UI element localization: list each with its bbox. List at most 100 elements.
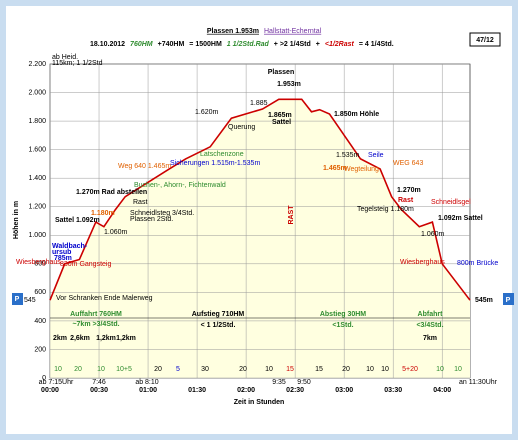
badge-box (469, 32, 501, 47)
segment-minutes: 10 (366, 366, 374, 373)
annotation: 1.850m Höhle (334, 111, 379, 118)
annotation: Tegelsteig 1.180m (357, 206, 414, 213)
area-fill (50, 99, 470, 379)
y-tick-label: 2.200 (28, 61, 46, 68)
annotation: 1.885 (250, 100, 268, 107)
segment-minutes: 15 (286, 366, 294, 373)
segment-minutes: 15 (315, 366, 323, 373)
distance-label: 1,2km (116, 335, 136, 342)
section-label: Auffahrt 760HM (70, 311, 122, 318)
annotation: Querung (228, 124, 255, 131)
segment-minutes: 5 (176, 366, 180, 373)
x-tick-label: 00:00 (41, 387, 59, 394)
annotation: Wegteilung (344, 166, 379, 173)
annotation: Latschenzone (200, 151, 244, 158)
time-label: 7:46 (92, 379, 106, 386)
annotation: 800m Brücke (457, 260, 498, 267)
segment-minutes: 5+20 (402, 366, 418, 373)
time-label: ab 8:10 (135, 379, 158, 386)
annotation: 1.535m (336, 152, 360, 159)
y-tick-label: 1.200 (28, 204, 46, 211)
annotation: ab Heid. (52, 54, 78, 61)
distance-label: 7km (423, 335, 437, 342)
time-label: an 11:30Uhr (459, 379, 498, 386)
segment-minutes: 10 (454, 366, 462, 373)
x-tick-label: 02:00 (237, 387, 255, 394)
annotation: Schneidlsgel (431, 199, 471, 206)
x-tick-label: 03:00 (335, 387, 353, 394)
annotation: 1.270m Rad abstellen (76, 189, 147, 196)
annotation: 545 (24, 297, 36, 304)
x-tick-label: 01:30 (188, 387, 206, 394)
annotation: ursub (52, 249, 71, 256)
x-tick-label: 01:00 (139, 387, 157, 394)
annotation: Sattel (272, 119, 291, 126)
segment-minutes: 20 (154, 366, 162, 373)
section-label: Abfahrt (418, 311, 444, 318)
section-label: Abstieg 30HM (320, 311, 366, 318)
section-label: <1Std. (332, 322, 353, 329)
annotation: Seile (368, 152, 384, 159)
profile-line (49, 98, 471, 301)
annotation: 1.060m (421, 231, 445, 238)
section-label: < 1 1/2Std. (201, 322, 236, 329)
distance-label: 2km (53, 335, 67, 342)
annotation: Sattel 1.092m (55, 217, 100, 224)
annotation: RAST (288, 205, 295, 225)
segment-minutes: 10 (381, 366, 389, 373)
segment-minutes: 20 (239, 366, 247, 373)
summary-part: = 1500HM (189, 41, 222, 48)
y-tick-label: 600 (34, 289, 46, 296)
annotation: 830m Gangsteig (60, 261, 111, 268)
annotation: Schneidlsteg 3/4Std. (130, 210, 194, 217)
annotation: Wiesberghaus (16, 259, 61, 266)
annotation: Plassen 2Std. (130, 216, 173, 223)
annotation: 1.270m (397, 187, 421, 194)
annotation: 1.465m (323, 165, 347, 172)
chart-subtitle: Hallstatt-Echerntal (264, 28, 322, 35)
badge: 47/12 (476, 37, 494, 44)
x-tick-label: 02:30 (286, 387, 304, 394)
x-axis-label: Zeit in Stunden (234, 399, 285, 406)
segment-minutes: 10+5 (116, 366, 132, 373)
segment-minutes: 30 (201, 366, 209, 373)
summary-part: + (316, 41, 320, 48)
segment-minutes: 20 (74, 366, 82, 373)
summary-part: 760HM (130, 41, 153, 48)
summary-part: 18.10.2012 (90, 41, 125, 48)
annotation: WEG 643 (393, 160, 423, 167)
annotation: Rast (133, 199, 147, 206)
summary-part: = 4 1/4Std. (359, 41, 394, 48)
annotation: 1.060m (104, 229, 128, 236)
y-axis-label: Höhen in m (13, 201, 20, 239)
section-label: <3/4Std. (416, 322, 443, 329)
annotation: Sicherungen 1.515m-1.535m (170, 160, 260, 167)
annotation: 115km; 1 1/2Std (52, 60, 103, 67)
annotation: Waldbach- (52, 243, 88, 250)
annotation: Wiesberghaus (400, 259, 445, 266)
annotation: 1.092m Sattel (438, 215, 483, 222)
section-label: ~7km >3/4Std. (72, 321, 119, 328)
annotation: 1.953m (277, 81, 301, 88)
distance-label: 2,6km (70, 335, 90, 342)
x-tick-label: 04:00 (433, 387, 451, 394)
distance-label: 1,2km (96, 335, 116, 342)
segment-minutes: 10 (97, 366, 105, 373)
x-tick-label: 00:30 (90, 387, 108, 394)
time-label: 9:35 (272, 379, 286, 386)
y-tick-label: 0 (42, 375, 46, 382)
annotation: Buchen-, Ahorn-, Fichtenwald (134, 182, 226, 189)
y-tick-label: 200 (34, 346, 46, 353)
y-tick-label: 800 (34, 261, 46, 268)
parking-box (12, 293, 23, 305)
annotation: P (506, 297, 511, 304)
time-label: ab 7:15Uhr (39, 379, 74, 386)
summary-part: +740HM (158, 41, 185, 48)
annotation: Rast (398, 197, 414, 204)
annotation: Vor Schranken Ende Malerweg (56, 295, 153, 302)
segment-minutes: 10 (436, 366, 444, 373)
y-tick-label: 400 (34, 318, 46, 325)
y-tick-label: 1.800 (28, 118, 46, 125)
y-tick-label: 1.600 (28, 146, 46, 153)
